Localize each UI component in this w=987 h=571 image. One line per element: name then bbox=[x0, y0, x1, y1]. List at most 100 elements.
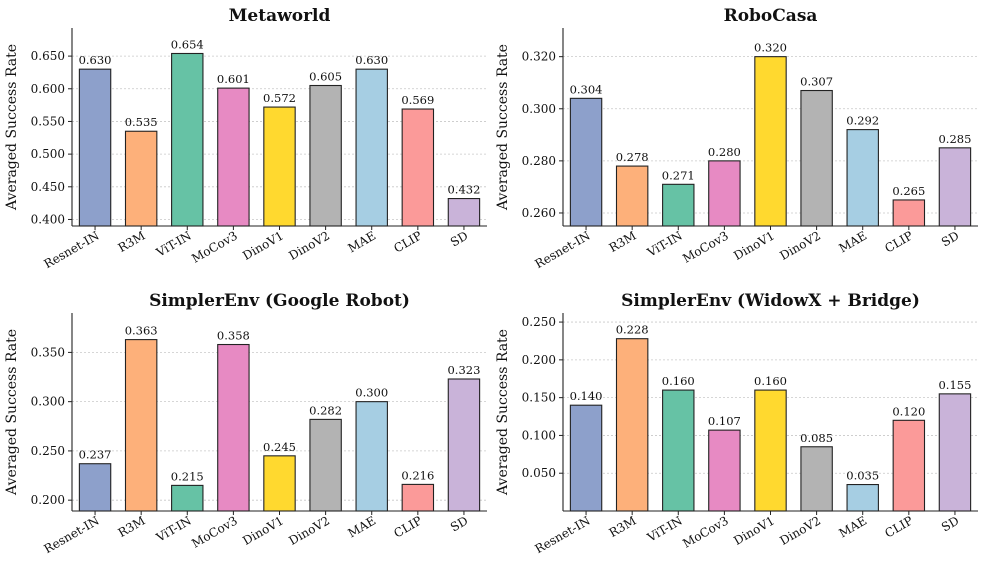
chart-metaworld: 0.400 0.450 0.500 0.550 0.600 0.650 0.630 Resne… bbox=[4, 6, 487, 271]
category-label: R3M bbox=[607, 513, 639, 540]
data-label: 0.572 bbox=[263, 91, 296, 105]
y-tick-label: 0.050 bbox=[522, 466, 556, 480]
category-label: CLIP bbox=[882, 228, 915, 255]
data-label: 0.215 bbox=[171, 469, 204, 483]
data-label: 0.085 bbox=[800, 431, 833, 445]
data-label: 0.228 bbox=[616, 323, 649, 337]
data-label: 0.323 bbox=[447, 363, 480, 377]
category-label: SD bbox=[448, 513, 470, 534]
category-label: MAE bbox=[345, 513, 378, 540]
bar-vit-in bbox=[171, 484, 204, 512]
category-label: Resnet-IN bbox=[533, 228, 593, 271]
category-label: ViT-IN bbox=[644, 513, 685, 545]
bar-r3m bbox=[124, 130, 158, 227]
chart-simplerenv-widowx-bridge: 0.050 0.100 0.150 0.200 0.250 0.140 Resnet-IN 0… bbox=[495, 291, 978, 556]
y-tick-label: 0.250 bbox=[31, 444, 65, 458]
y-axis-label: Averaged Success Rate bbox=[4, 44, 20, 211]
data-label: 0.630 bbox=[355, 53, 388, 67]
data-label: 0.292 bbox=[846, 114, 879, 128]
data-label: 0.654 bbox=[171, 37, 204, 51]
y-tick-label: 0.100 bbox=[522, 428, 556, 442]
chart-title: SimplerEnv (WidowX + Bridge) bbox=[621, 291, 920, 311]
bar-sd bbox=[938, 147, 972, 227]
category-label: ViT-IN bbox=[153, 228, 194, 260]
category-label: SD bbox=[448, 228, 470, 249]
y-axis-label: Averaged Success Rate bbox=[495, 329, 511, 496]
data-label: 0.278 bbox=[616, 150, 649, 164]
data-label: 0.280 bbox=[708, 145, 741, 159]
y-tick-label: 0.350 bbox=[31, 345, 65, 359]
data-label: 0.535 bbox=[125, 115, 158, 129]
y-tick-label: 0.300 bbox=[522, 102, 556, 116]
data-label: 0.282 bbox=[309, 403, 342, 417]
bar-r3m bbox=[124, 339, 158, 512]
bar-vit-in bbox=[662, 389, 695, 512]
bar-vit-in bbox=[662, 183, 695, 227]
bar-clip bbox=[892, 419, 926, 512]
chart-title: Metaworld bbox=[229, 6, 331, 26]
category-label: MoCov3 bbox=[189, 513, 240, 550]
y-tick-label: 0.600 bbox=[31, 82, 65, 96]
bar-mocov3 bbox=[217, 343, 250, 512]
y-tick-label: 0.200 bbox=[522, 353, 556, 367]
bar-resnet-in bbox=[569, 404, 603, 512]
data-label: 0.630 bbox=[79, 53, 112, 67]
category-label: DinoV2 bbox=[286, 228, 332, 262]
bar-dinov2 bbox=[800, 89, 833, 227]
bar-mocov3 bbox=[708, 160, 741, 227]
bar-dinov2 bbox=[800, 446, 833, 512]
category-label: ViT-IN bbox=[644, 228, 685, 260]
data-label: 0.363 bbox=[125, 324, 158, 338]
y-tick-label: 0.320 bbox=[522, 50, 556, 64]
data-label: 0.569 bbox=[401, 93, 434, 107]
category-label: MoCov3 bbox=[680, 228, 731, 265]
bar-r3m bbox=[615, 165, 649, 227]
data-label: 0.605 bbox=[309, 70, 342, 84]
y-tick-label: 0.550 bbox=[31, 114, 65, 128]
y-axis-label: Averaged Success Rate bbox=[495, 44, 511, 211]
category-label: DinoV1 bbox=[731, 228, 777, 262]
category-label: R3M bbox=[116, 228, 148, 255]
chart-simplerenv-google-robot: 0.200 0.250 0.300 0.350 0.237 Resnet-IN 0.363 R… bbox=[4, 291, 487, 556]
bar-dinov1 bbox=[754, 389, 787, 512]
category-label: DinoV1 bbox=[240, 228, 286, 262]
category-label: MoCov3 bbox=[680, 513, 731, 550]
y-tick-label: 0.280 bbox=[522, 154, 556, 168]
bar-mae bbox=[355, 68, 388, 227]
y-axis-label: Averaged Success Rate bbox=[4, 329, 20, 496]
bar-mae bbox=[846, 129, 879, 227]
bar-mocov3 bbox=[708, 429, 741, 512]
category-label: MoCov3 bbox=[189, 228, 240, 265]
bar-clip bbox=[401, 483, 435, 512]
category-label: CLIP bbox=[391, 513, 424, 540]
category-label: MAE bbox=[836, 513, 869, 540]
data-label: 0.358 bbox=[217, 329, 250, 343]
category-label: DinoV1 bbox=[731, 513, 777, 547]
data-label: 0.216 bbox=[401, 468, 434, 482]
category-label: CLIP bbox=[882, 513, 915, 540]
bar-sd bbox=[447, 378, 481, 512]
category-label: ViT-IN bbox=[153, 513, 194, 545]
bar-dinov1 bbox=[754, 56, 787, 227]
y-tick-label: 0.400 bbox=[31, 212, 65, 226]
data-label: 0.320 bbox=[754, 41, 787, 55]
category-label: CLIP bbox=[391, 228, 424, 255]
data-label: 0.265 bbox=[892, 184, 925, 198]
category-label: Resnet-IN bbox=[42, 513, 102, 556]
y-tick-label: 0.200 bbox=[31, 493, 65, 507]
bar-sd bbox=[938, 393, 972, 512]
data-label: 0.035 bbox=[846, 469, 879, 483]
category-label: MAE bbox=[836, 228, 869, 255]
data-label: 0.300 bbox=[355, 386, 388, 400]
bar-r3m bbox=[615, 338, 649, 512]
data-label: 0.160 bbox=[754, 374, 787, 388]
bar-sd bbox=[447, 198, 481, 227]
category-label: SD bbox=[939, 228, 961, 249]
bar-dinov2 bbox=[309, 418, 342, 512]
data-label: 0.245 bbox=[263, 440, 296, 454]
data-label: 0.285 bbox=[938, 132, 971, 146]
data-label: 0.271 bbox=[662, 168, 695, 182]
data-label: 0.140 bbox=[570, 389, 603, 403]
y-tick-label: 0.250 bbox=[522, 315, 556, 329]
